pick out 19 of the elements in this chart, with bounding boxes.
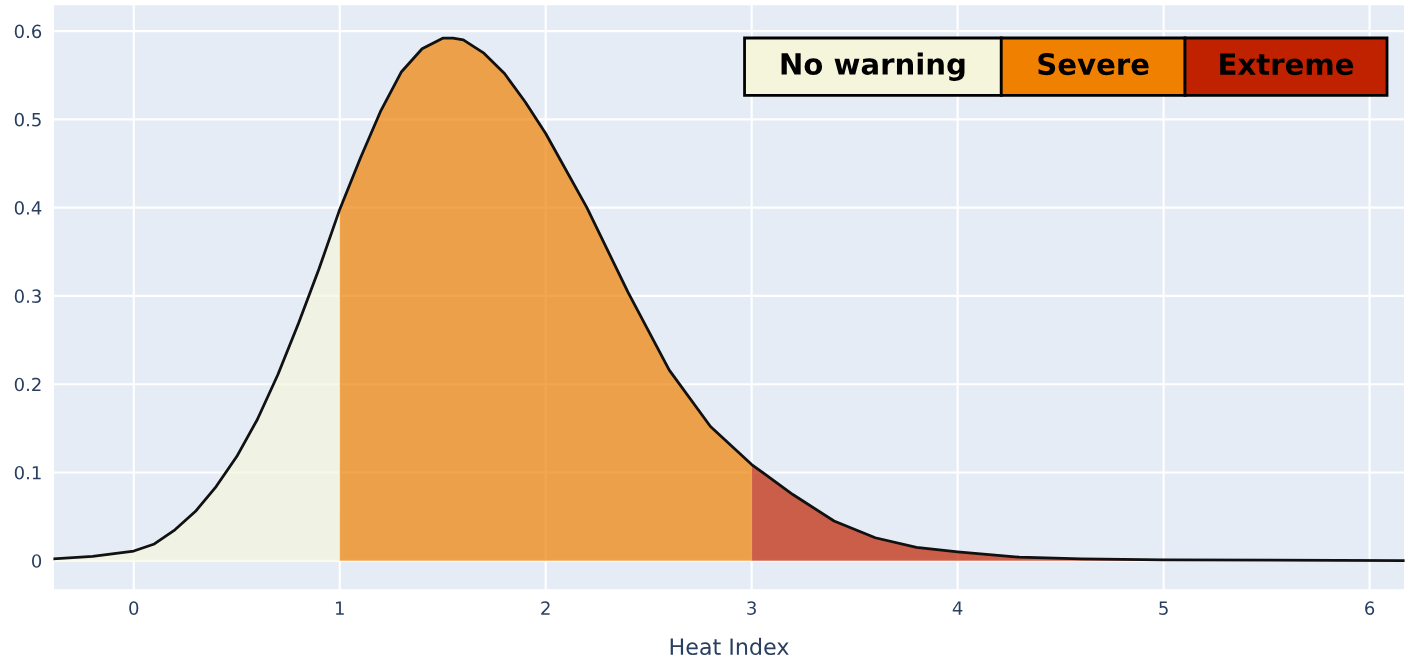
x-tick-label: 0 (129, 601, 139, 615)
text: No warning (781, 52, 965, 81)
y-tick-label: 0 (32, 554, 42, 568)
y-tick-label: 0.3 (14, 289, 41, 304)
x-tick-label: 6 (1365, 601, 1375, 615)
x-tick-label: 5 (1159, 601, 1168, 615)
y-tick-label: 0.5 (14, 112, 41, 127)
text: Extreme (1220, 53, 1354, 76)
y-tick-label: 0.1 (14, 465, 41, 480)
x-tick-label: 2 (541, 601, 550, 615)
y-tick-label: 0.6 (14, 24, 42, 39)
y-tick-label: 0.4 (14, 201, 42, 215)
line-series (53, 36, 1405, 563)
x-tick-label: 4 (952, 601, 963, 615)
x-tick-label: 1 (335, 601, 344, 615)
x-axis-title: Heat Index (670, 637, 789, 656)
y-tick-label: 0.2 (14, 377, 41, 392)
text: Severe (1038, 53, 1149, 76)
x-tick-label: 3 (747, 601, 756, 615)
